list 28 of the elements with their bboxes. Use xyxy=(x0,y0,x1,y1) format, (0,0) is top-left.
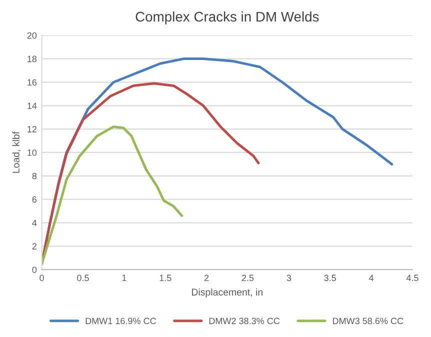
y-tick-label: 0 xyxy=(32,266,37,273)
chart-title: Complex Cracks in DM Welds xyxy=(136,11,319,24)
x-axis-title: Displacement, in xyxy=(192,288,262,298)
legend-label: DMW3 58.6% CC xyxy=(333,318,404,324)
y-tick-label: 2 xyxy=(32,243,36,250)
legend-label: DMW2 38.3% CC xyxy=(209,318,280,324)
x-tick-label: 2 xyxy=(204,274,209,282)
line-series xyxy=(42,125,184,265)
x-tick-label: 1.5 xyxy=(160,274,172,282)
x-tick-label: 2.5 xyxy=(242,274,254,282)
x-tick-label: 4 xyxy=(368,274,374,282)
y-tick-label: 6 xyxy=(32,196,37,203)
y-tick-label: 14 xyxy=(28,102,37,109)
y-axis-title: Load, klbf xyxy=(12,131,21,173)
y-tick-label: 18 xyxy=(28,56,37,62)
y-tick-label: 20 xyxy=(27,32,37,39)
y-tick-label: 4 xyxy=(32,220,37,226)
x-tick-label: 3 xyxy=(286,274,292,282)
y-tick-label: 16 xyxy=(28,79,37,86)
y-tick-label: 12 xyxy=(28,126,36,132)
legend-label: DMW1 16.9% CC xyxy=(86,318,156,324)
y-tick-label: 10 xyxy=(28,149,37,156)
y-tick-label: 8 xyxy=(32,172,37,180)
x-tick-label: 4.5 xyxy=(406,274,418,282)
x-tick-label: 0 xyxy=(40,274,44,282)
x-tick-label: 1 xyxy=(122,274,126,282)
x-tick-label: 0.5 xyxy=(77,274,89,282)
x-tick-label: 3.5 xyxy=(324,274,336,282)
